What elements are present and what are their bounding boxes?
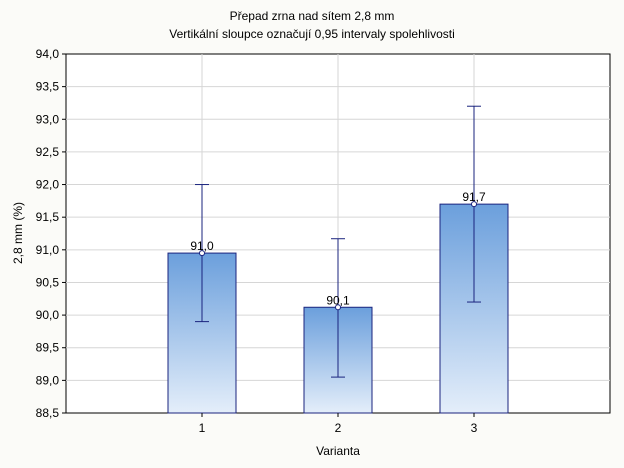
y-tick-label: 92,5 (36, 145, 60, 159)
y-tick-label: 91,5 (36, 210, 60, 224)
y-tick-label: 93,5 (36, 80, 60, 94)
y-axis-title: 2,8 mm (%) (11, 202, 25, 264)
mean-marker (335, 304, 341, 311)
mean-marker (471, 201, 477, 208)
y-tick-label: 91,0 (36, 243, 60, 257)
error-bars (195, 105, 481, 378)
y-tick-label: 92,0 (36, 178, 60, 192)
y-tick-label: 89,0 (36, 373, 60, 387)
y-tick-label: 89,5 (36, 341, 60, 355)
data-label: 90,1 (326, 293, 350, 307)
x-tick-label: 2 (335, 421, 342, 435)
x-axis-ticks: 1 2 3 (199, 413, 478, 435)
y-tick-label: 90,5 (36, 275, 60, 289)
data-labels: 91,0 90,1 91,7 (190, 190, 486, 307)
y-tick-label: 93,0 (36, 112, 60, 126)
chart-subtitle: Vertikální sloupce označují 0,95 interva… (169, 27, 455, 41)
x-tick-label: 1 (199, 421, 206, 435)
grid (66, 54, 610, 413)
x-axis-title: Varianta (316, 444, 360, 458)
x-tick-label: 3 (471, 421, 478, 435)
y-tick-label: 88,5 (36, 406, 60, 420)
data-label: 91,7 (462, 190, 486, 204)
data-label: 91,0 (190, 239, 214, 253)
y-axis-ticks: 88,5 89,0 89,5 90,0 90,5 91,0 91,5 92,0 92,5 93,0… (36, 47, 66, 420)
mean-marker (199, 250, 205, 257)
chart-title: Přepad zrna nad sítem 2,8 mm (230, 9, 395, 23)
y-tick-label: 90,0 (36, 308, 60, 322)
y-tick-label: 94,0 (36, 47, 60, 61)
